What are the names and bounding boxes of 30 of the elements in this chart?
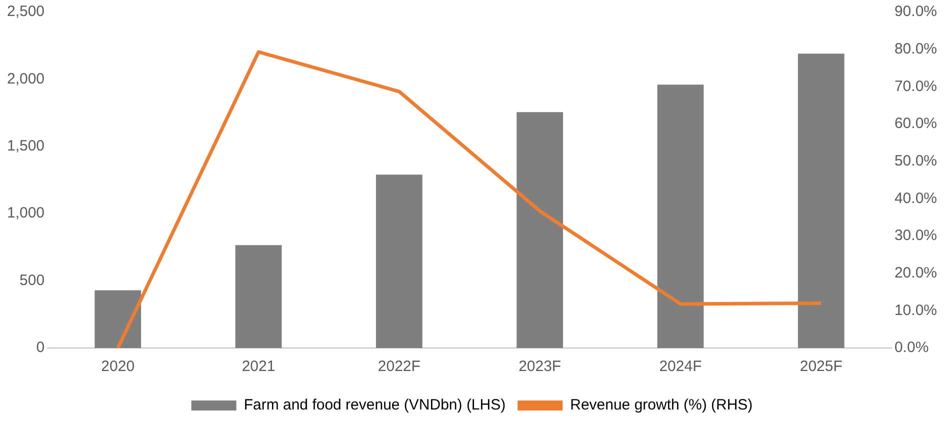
bar bbox=[376, 174, 422, 348]
bar bbox=[235, 245, 282, 348]
y-tick-label: 0 bbox=[36, 339, 45, 356]
bar bbox=[516, 112, 564, 348]
y2-tick-label: 20.0% bbox=[894, 264, 938, 282]
legend-label: Farm and food revenue (VNDbn) (LHS) bbox=[244, 396, 506, 414]
bar bbox=[798, 54, 844, 348]
y-tick-label: 1,500 bbox=[6, 138, 45, 155]
y2-tick-label: 0.0% bbox=[894, 339, 929, 356]
y-tick-label: 1,000 bbox=[6, 204, 45, 222]
x-tick-label: 2021 bbox=[242, 358, 276, 376]
y-tick-label: 2,000 bbox=[6, 70, 45, 88]
bar bbox=[94, 290, 142, 348]
y2-tick-label: 60.0% bbox=[894, 115, 938, 132]
x-tick-label: 2023F bbox=[518, 358, 562, 376]
y2-tick-label: 40.0% bbox=[894, 190, 938, 207]
legend-label: Revenue growth (%) (RHS) bbox=[570, 396, 753, 414]
y2-tick-label: 70.0% bbox=[894, 78, 938, 95]
x-tick-label: 2025F bbox=[800, 358, 842, 376]
x-tick-label: 2020 bbox=[101, 358, 135, 376]
y-tick-label: 2,500 bbox=[6, 3, 45, 20]
bar bbox=[657, 84, 704, 348]
x-tick-label: 2024F bbox=[659, 358, 702, 376]
y2-tick-label: 50.0% bbox=[894, 152, 938, 170]
x-tick-label: 2022F bbox=[378, 358, 420, 376]
y2-tick-label: 10.0% bbox=[894, 302, 938, 319]
y2-tick-label: 80.0% bbox=[894, 40, 938, 58]
y2-tick-label: 30.0% bbox=[894, 227, 938, 244]
y2-tick-label: 90.0% bbox=[894, 3, 938, 20]
y-tick-label: 500 bbox=[20, 272, 45, 289]
